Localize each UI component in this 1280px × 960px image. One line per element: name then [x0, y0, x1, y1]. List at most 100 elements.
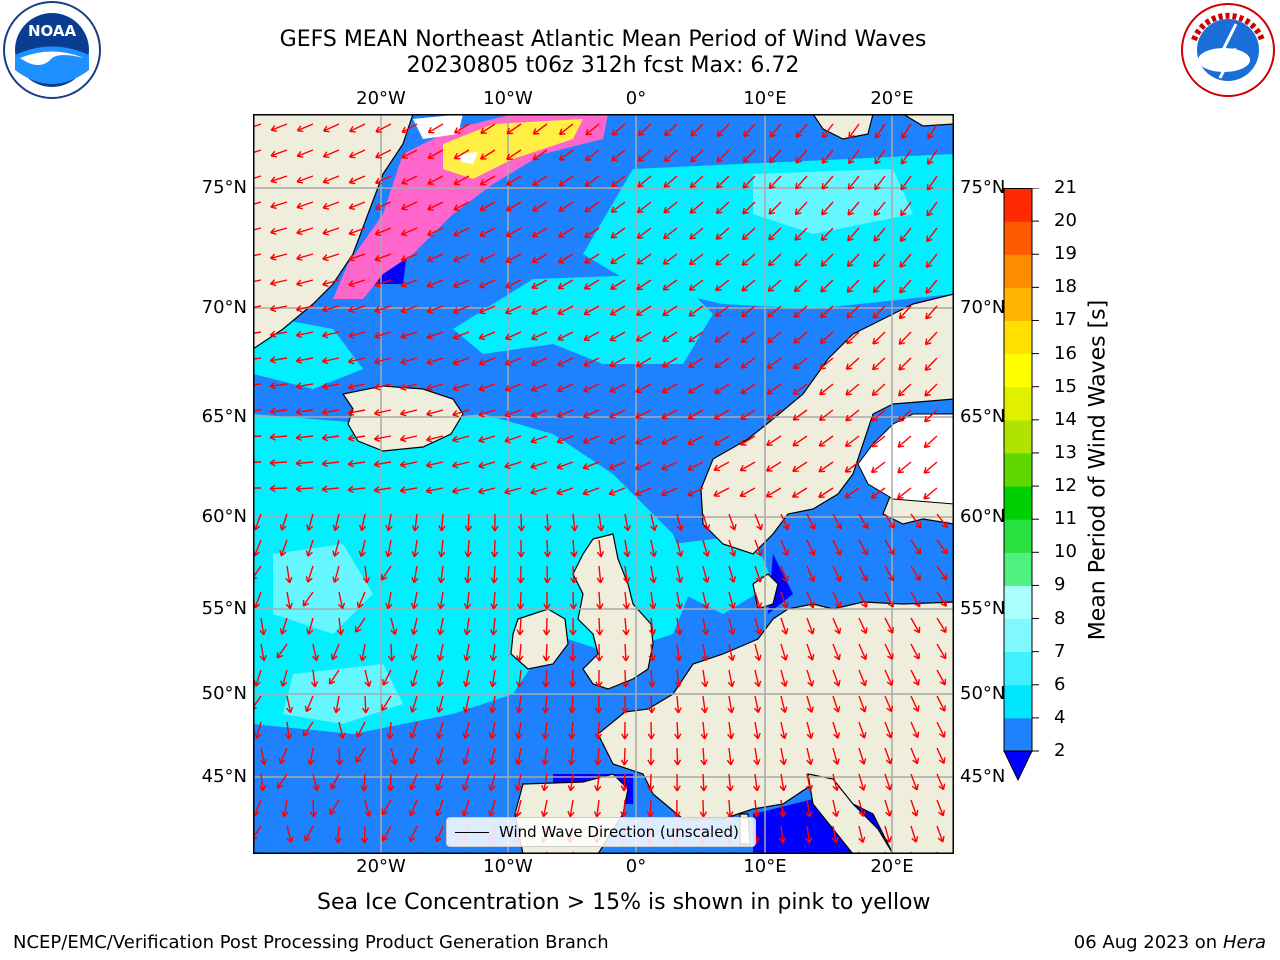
- wave-direction-arrow: [409, 773, 418, 791]
- wave-direction-arrow: [490, 565, 498, 584]
- wave-direction-arrow: [532, 175, 548, 187]
- wave-direction-arrow: [699, 773, 708, 792]
- wave-direction-arrow: [505, 253, 522, 263]
- wave-direction-arrow: [936, 825, 945, 843]
- wave-direction-arrow: [899, 253, 912, 268]
- wave-direction-arrow: [898, 331, 912, 345]
- wave-direction-arrow: [253, 669, 262, 687]
- wave-direction-arrow: [438, 513, 446, 532]
- wave-direction-arrow: [285, 565, 293, 584]
- wave-direction-arrow: [715, 279, 730, 292]
- wave-direction-arrow: [818, 435, 834, 447]
- colorbar-tick-label: 20: [1054, 210, 1077, 232]
- wave-direction-arrow: [926, 227, 938, 243]
- colorbar-cell: [1004, 717, 1032, 752]
- wave-direction-arrow: [884, 669, 894, 687]
- wave-direction-arrow: [348, 279, 366, 288]
- wave-direction-arrow: [648, 669, 656, 688]
- wave-direction-arrow: [832, 539, 842, 556]
- wave-direction-arrow: [768, 175, 782, 190]
- wave-direction-arrow: [661, 461, 678, 471]
- wave-direction-arrow: [321, 382, 340, 390]
- wave-direction-arrow: [936, 539, 948, 555]
- wave-direction-arrow: [583, 305, 600, 316]
- wave-direction-arrow: [884, 513, 895, 529]
- wave-direction-arrow: [832, 669, 841, 687]
- wave-direction-arrow: [437, 539, 446, 558]
- wave-direction-arrow: [701, 617, 710, 636]
- wave-direction-arrow: [426, 305, 444, 314]
- wave-direction-arrow: [674, 669, 683, 688]
- wave-direction-arrow: [768, 227, 782, 241]
- wave-direction-arrow: [674, 721, 682, 740]
- wave-direction-arrow: [637, 123, 652, 137]
- wave-direction-arrow: [505, 175, 522, 186]
- wave-direction-arrow: [832, 565, 842, 582]
- wave-direction-arrow: [358, 539, 366, 558]
- wave-direction-arrow: [296, 227, 314, 236]
- wave-direction-arrow: [936, 799, 945, 817]
- wave-direction-arrow: [620, 747, 629, 766]
- wave-direction-arrow: [701, 643, 709, 662]
- wave-direction-arrow: [845, 409, 860, 422]
- wave-direction-arrow: [373, 383, 392, 391]
- wave-direction-arrow: [910, 513, 922, 529]
- wave-direction-arrow: [832, 695, 841, 713]
- wave-direction-arrow: [437, 617, 445, 636]
- wave-direction-arrow: [847, 227, 860, 242]
- wave-direction-arrow: [806, 747, 814, 766]
- wave-direction-arrow: [453, 253, 470, 263]
- wave-direction-arrow: [821, 201, 834, 216]
- wave-direction-arrow: [254, 721, 262, 739]
- wave-direction-arrow: [739, 487, 756, 498]
- wave-direction-arrow: [897, 435, 912, 448]
- wave-direction-arrow: [427, 201, 444, 211]
- wave-direction-arrow: [557, 253, 574, 264]
- wave-direction-arrow: [425, 461, 444, 469]
- wave-direction-arrow: [637, 175, 652, 188]
- wave-direction-arrow: [309, 799, 318, 818]
- colorbar-cell: [1004, 221, 1032, 255]
- wave-direction-arrow: [923, 487, 938, 500]
- wave-direction-arrow: [874, 123, 886, 139]
- wave-direction-arrow: [780, 565, 789, 583]
- wave-direction-arrow: [557, 227, 574, 238]
- wave-direction-arrow: [410, 617, 418, 636]
- wave-direction-arrow: [831, 825, 839, 844]
- wave-direction-arrow: [636, 201, 652, 214]
- wave-direction-arrow: [646, 773, 655, 792]
- wave-direction-arrow: [768, 149, 782, 164]
- wave-direction-arrow: [634, 487, 652, 497]
- wave-direction-arrow: [361, 695, 370, 714]
- wave-direction-arrow: [312, 773, 320, 791]
- wave-direction-arrow: [479, 175, 496, 186]
- wave-direction-arrow: [385, 539, 393, 558]
- wave-direction-arrow: [478, 331, 496, 341]
- wave-direction-arrow: [728, 617, 736, 635]
- wave-direction-arrow: [505, 201, 522, 212]
- wave-direction-arrow: [806, 539, 816, 557]
- wave-direction-arrow: [662, 227, 678, 240]
- wave-direction-arrow: [648, 617, 657, 636]
- wave-direction-arrow: [279, 617, 288, 635]
- colorbar: [1003, 188, 1039, 782]
- wave-direction-arrow: [515, 721, 523, 740]
- colorbar-cell: [1004, 552, 1032, 586]
- wave-direction-arrow: [741, 279, 756, 292]
- wave-direction-arrow: [437, 565, 446, 584]
- colorbar-title: Mean Period of Wind Waves [s]: [1085, 299, 1111, 641]
- wave-direction-arrow: [637, 149, 652, 162]
- wave-direction-arrow: [872, 305, 886, 319]
- wave-direction-arrow: [818, 461, 834, 473]
- wave-direction-arrow: [779, 773, 787, 792]
- wave-direction-arrow: [858, 825, 866, 844]
- wave-direction-arrow: [794, 201, 808, 216]
- wave-direction-arrow: [408, 799, 418, 817]
- colorbar-tick-label: 9: [1054, 574, 1066, 596]
- wave-direction-arrow: [296, 201, 314, 210]
- wave-direction-arrow: [780, 643, 789, 661]
- wave-direction-arrow: [488, 799, 496, 817]
- lon-tick-top: 0°: [625, 88, 647, 109]
- wave-direction-arrow: [436, 669, 444, 688]
- wave-direction-arrow: [636, 279, 652, 291]
